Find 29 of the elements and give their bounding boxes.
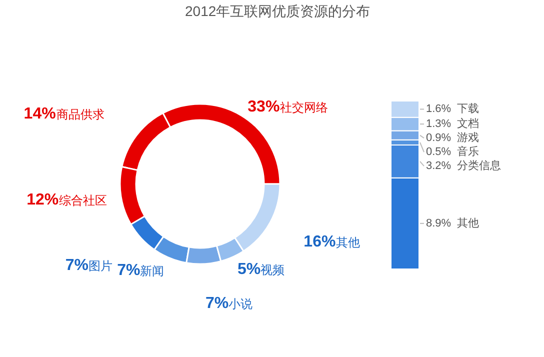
data-label: 7%: [117, 262, 140, 280]
text: 其他: [457, 216, 479, 230]
text: 下载: [457, 102, 479, 116]
slice-label: 其他: [336, 235, 360, 250]
data-label: 1.6%: [426, 103, 452, 116]
slice-label: 新闻: [140, 264, 164, 278]
text: 文档: [457, 117, 479, 130]
data-label: 1.3%: [426, 118, 452, 130]
data-label: 3.2%: [426, 160, 452, 172]
slice-label: 综合社区: [59, 193, 108, 208]
chart-title: 2012年互联网优质资源的分布: [185, 3, 370, 19]
slice-label: 商品供求: [56, 107, 104, 122]
text: 音乐: [457, 145, 479, 158]
text: 游戏: [457, 131, 479, 144]
data-label: 12%: [26, 191, 59, 208]
data-label: 7%: [206, 294, 229, 312]
data-label: 33%: [248, 98, 280, 116]
data-label: 0.9%: [426, 132, 452, 144]
data-label: 5%: [238, 261, 261, 278]
data-label: 8.9%: [426, 217, 452, 230]
slice-label: 视频: [260, 263, 285, 278]
slice-label: 社交网络: [280, 100, 328, 114]
text: 分类信息: [457, 159, 501, 172]
data-label: 14%: [24, 105, 56, 122]
data-label: 7%: [65, 257, 89, 274]
slice-label: 小说: [228, 296, 253, 311]
slice-label: 图片: [88, 259, 112, 274]
data-label: 16%: [304, 233, 336, 250]
data-label: 0.5%: [426, 146, 452, 158]
